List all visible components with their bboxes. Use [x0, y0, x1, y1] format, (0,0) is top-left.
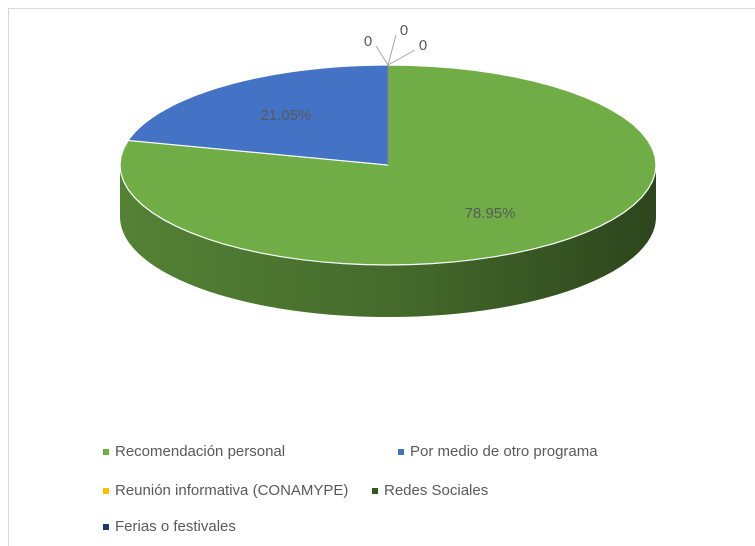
data-label: 0: [400, 22, 408, 39]
data-label: 0: [364, 33, 372, 50]
legend-label: Redes Sociales: [384, 482, 488, 499]
data-label: 21.05%: [261, 107, 312, 124]
legend-swatch: [103, 488, 109, 494]
leader-line: [375, 45, 389, 66]
data-label: 0: [419, 37, 427, 54]
legend-label: Reunión informativa (CONAMYPE): [115, 482, 348, 499]
legend-label: Recomendación personal: [115, 443, 285, 460]
legend-label: Por medio de otro programa: [410, 443, 598, 460]
legend-swatch: [398, 449, 404, 455]
leader-line: [387, 34, 397, 66]
legend-label: Ferias o festivales: [115, 518, 236, 535]
data-label: 78.95%: [465, 205, 516, 222]
legend-swatch: [372, 488, 378, 494]
legend-swatch: [103, 449, 109, 455]
pie-slice: [127, 64, 389, 166]
legend-swatch: [103, 524, 109, 530]
pie-side-shade: [120, 165, 656, 317]
leader-line: [387, 49, 416, 66]
chart-border: [8, 8, 755, 546]
